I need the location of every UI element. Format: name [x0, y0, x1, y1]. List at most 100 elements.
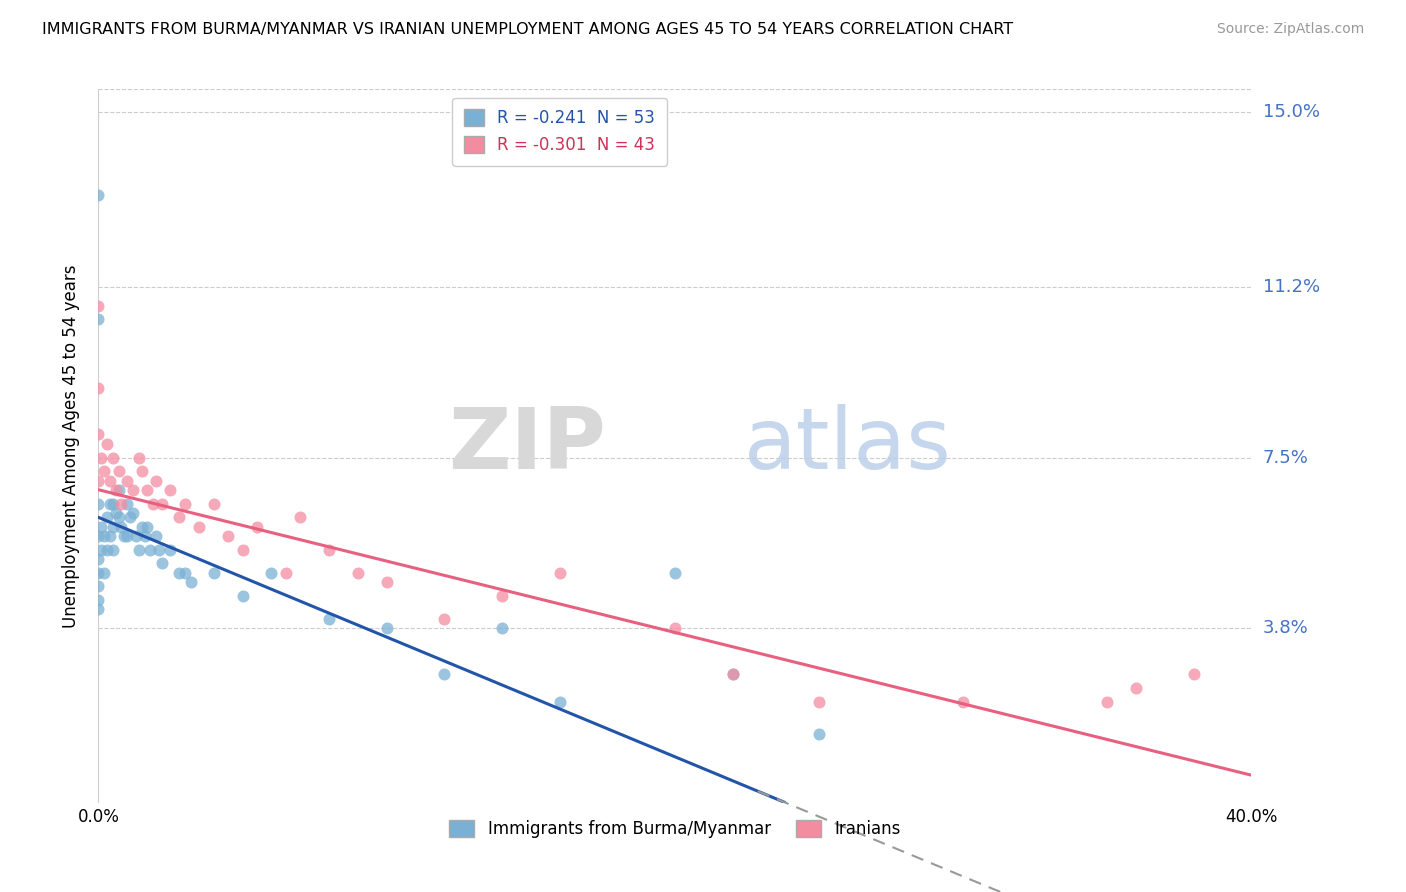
Point: [808, 727, 831, 741]
Point: [260, 566, 283, 580]
Point: [1125, 681, 1147, 695]
Point: [150, 497, 173, 511]
Point: [491, 621, 513, 635]
Point: [125, 529, 148, 543]
Text: IMMIGRANTS FROM BURMA/MYANMAR VS IRANIAN UNEMPLOYMENT AMONG AGES 45 TO 54 YEARS : IMMIGRANTS FROM BURMA/MYANMAR VS IRANIAN…: [42, 22, 1014, 37]
Point: [104, 506, 127, 520]
Point: [87, 299, 110, 313]
Point: [664, 566, 686, 580]
Point: [87, 566, 110, 580]
Point: [174, 497, 197, 511]
Point: [117, 497, 139, 511]
Point: [159, 542, 181, 557]
Point: [664, 621, 686, 635]
Point: [101, 542, 124, 557]
Text: atlas: atlas: [744, 404, 952, 488]
Point: [433, 666, 456, 681]
Point: [107, 464, 129, 478]
Point: [202, 566, 225, 580]
Point: [117, 529, 139, 543]
Point: [1182, 666, 1205, 681]
Point: [136, 483, 159, 497]
Point: [274, 566, 297, 580]
Point: [107, 483, 129, 497]
Point: [90, 519, 112, 533]
Point: [87, 579, 110, 593]
Point: [375, 621, 398, 635]
Point: [145, 474, 167, 488]
Point: [96, 510, 118, 524]
Point: [131, 464, 153, 478]
Point: [1097, 694, 1119, 708]
Point: [318, 612, 340, 626]
Point: [217, 529, 239, 543]
Point: [721, 666, 744, 681]
Point: [159, 483, 181, 497]
Point: [87, 602, 110, 616]
Point: [87, 381, 110, 395]
Point: [93, 464, 115, 478]
Point: [87, 551, 110, 566]
Point: [98, 497, 121, 511]
Point: [107, 510, 129, 524]
Point: [145, 529, 167, 543]
Point: [128, 542, 150, 557]
Point: [808, 694, 831, 708]
Point: [93, 529, 115, 543]
Point: [231, 542, 254, 557]
Text: ZIP: ZIP: [449, 404, 606, 488]
Point: [148, 542, 170, 557]
Point: [721, 666, 744, 681]
Point: [90, 450, 112, 465]
Point: [491, 589, 513, 603]
Point: [87, 188, 110, 202]
Point: [136, 519, 159, 533]
Point: [433, 612, 456, 626]
Point: [110, 519, 132, 533]
Point: [167, 510, 190, 524]
Point: [142, 497, 165, 511]
Point: [318, 542, 340, 557]
Point: [101, 450, 124, 465]
Point: [188, 519, 211, 533]
Point: [150, 557, 173, 571]
Point: [548, 566, 571, 580]
Point: [202, 497, 225, 511]
Point: [346, 566, 368, 580]
Point: [93, 566, 115, 580]
Point: [101, 497, 124, 511]
Point: [101, 519, 124, 533]
Point: [98, 529, 121, 543]
Point: [952, 694, 974, 708]
Point: [87, 312, 110, 326]
Point: [246, 519, 269, 533]
Legend: Immigrants from Burma/Myanmar, Iranians: Immigrants from Burma/Myanmar, Iranians: [443, 813, 907, 845]
Text: 3.8%: 3.8%: [1263, 619, 1309, 637]
Text: 7.5%: 7.5%: [1263, 449, 1309, 467]
Point: [87, 474, 110, 488]
Point: [96, 436, 118, 450]
Point: [375, 574, 398, 589]
Point: [174, 566, 197, 580]
Point: [87, 427, 110, 442]
Point: [110, 497, 132, 511]
Point: [231, 589, 254, 603]
Y-axis label: Unemployment Among Ages 45 to 54 years: Unemployment Among Ages 45 to 54 years: [62, 264, 80, 628]
Point: [139, 542, 162, 557]
Text: 15.0%: 15.0%: [1263, 103, 1320, 121]
Point: [98, 474, 121, 488]
Point: [548, 694, 571, 708]
Text: Source: ZipAtlas.com: Source: ZipAtlas.com: [1216, 22, 1364, 37]
Point: [87, 593, 110, 607]
Point: [128, 450, 150, 465]
Point: [90, 542, 112, 557]
Point: [87, 497, 110, 511]
Point: [290, 510, 312, 524]
Text: 11.2%: 11.2%: [1263, 278, 1320, 296]
Point: [180, 574, 202, 589]
Point: [167, 566, 190, 580]
Point: [122, 506, 145, 520]
Point: [134, 529, 156, 543]
Point: [122, 483, 145, 497]
Point: [87, 529, 110, 543]
